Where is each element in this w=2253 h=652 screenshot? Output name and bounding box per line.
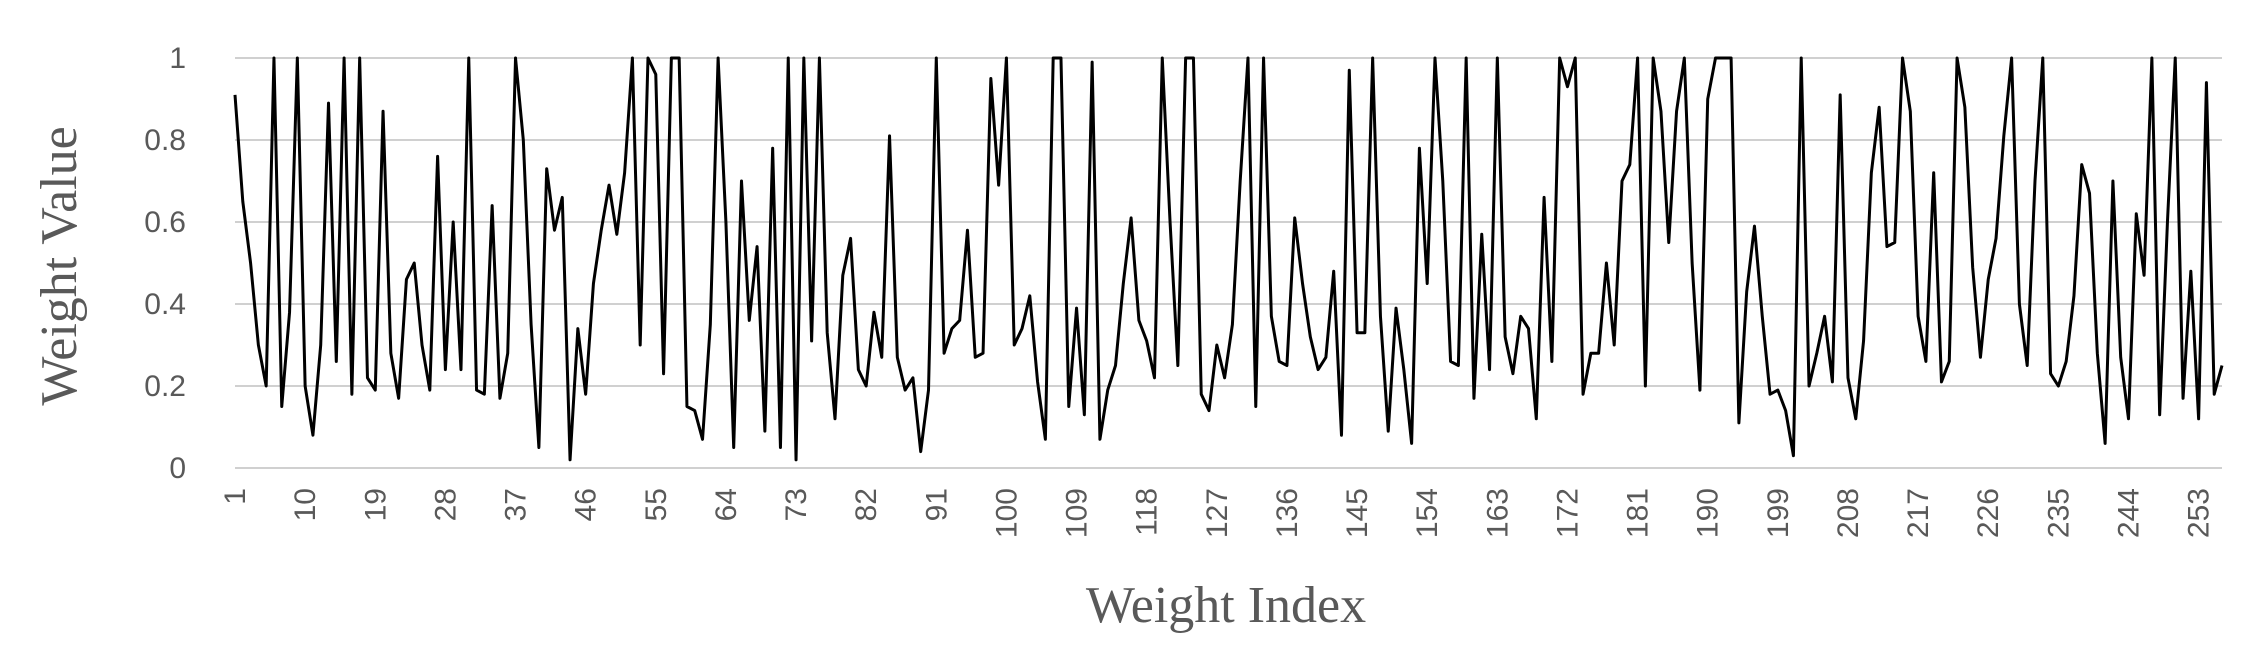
x-tick-label: 208 (1832, 488, 1865, 538)
x-tick-label: 37 (500, 488, 533, 521)
y-tick-label: 0.4 (144, 288, 186, 321)
x-tick-label: 10 (289, 488, 322, 521)
x-tick-label: 145 (1341, 488, 1374, 538)
data-line (233, 56, 2224, 462)
x-tick-label: 118 (1131, 488, 1164, 536)
x-tick-label: 100 (990, 488, 1023, 538)
x-tick-label: 181 (1622, 488, 1655, 538)
y-axis-title: Weight Value (31, 126, 88, 405)
y-tick-label: 0.6 (144, 206, 186, 239)
x-tick-label: 172 (1551, 488, 1584, 538)
x-axis-title: Weight Index (1086, 577, 1366, 634)
x-tick-label: 190 (1692, 488, 1725, 538)
x-tick-label: 28 (429, 488, 462, 521)
x-tick-label: 64 (710, 488, 743, 521)
x-tick-label: 217 (1902, 488, 1935, 538)
x-tick-label: 127 (1201, 488, 1234, 538)
x-tick-label: 226 (1972, 488, 2005, 538)
y-tick-label: 0.2 (144, 370, 186, 403)
x-tick-label: 91 (920, 488, 953, 521)
x-tick-label: 235 (2042, 488, 2075, 538)
y-tick-label: 0 (169, 452, 186, 485)
x-tick-label: 46 (570, 488, 603, 521)
y-tick-label: 0.8 (144, 124, 186, 157)
x-tick-label: 253 (2183, 488, 2216, 538)
x-tick-label: 73 (780, 488, 813, 521)
y-tick-label: 1 (169, 42, 186, 75)
x-tick-label: 1 (219, 488, 252, 505)
x-tick-label: 244 (2112, 488, 2145, 538)
x-tick-label: 136 (1271, 488, 1304, 538)
x-tick-label: 154 (1411, 488, 1444, 538)
x-tick-label: 19 (359, 488, 392, 521)
x-tick-label: 163 (1481, 488, 1514, 538)
x-tick-label: 55 (640, 488, 673, 521)
x-tick-label: 199 (1762, 488, 1795, 538)
x-tick-label: 82 (850, 488, 883, 521)
x-tick-label: 109 (1061, 488, 1094, 538)
